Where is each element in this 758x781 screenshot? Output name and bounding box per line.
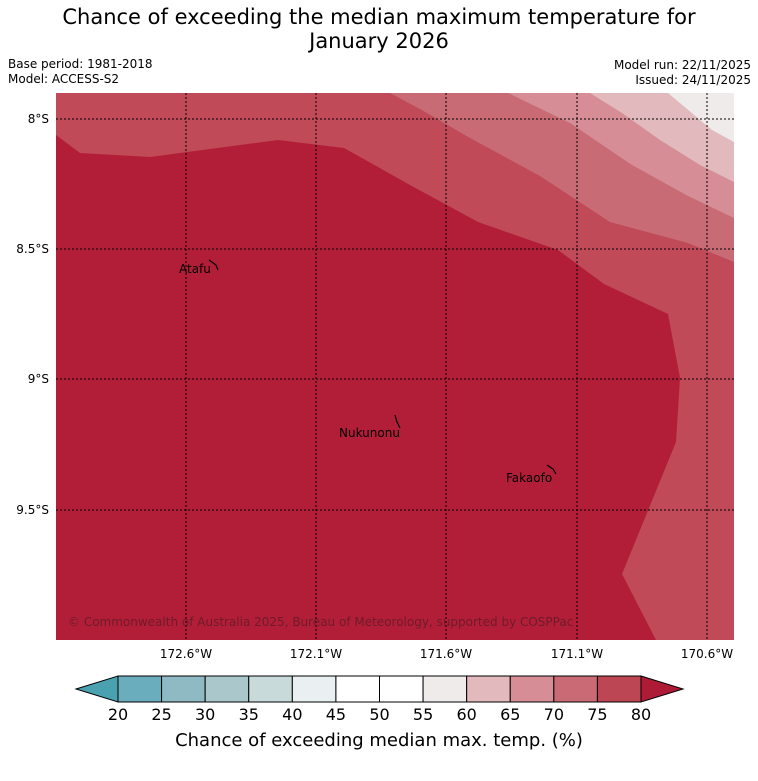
map-title: Chance of exceeding the median maximum t… (0, 5, 758, 53)
colorbar-tick-label: 35 (239, 705, 259, 724)
lat-label-8: 8°S (28, 112, 49, 126)
title-line-2: January 2026 (309, 29, 449, 53)
lon-label-171-6: 171.6°W (420, 647, 472, 661)
island-fakaofo-outline (546, 464, 557, 475)
lat-labels: 8°S 8.5°S 9°S 9.5°S (16, 112, 49, 517)
colorbar-tick-label: 50 (369, 705, 389, 724)
colorbar-tick-label: 40 (282, 705, 302, 724)
colorbar-tick-label: 25 (151, 705, 171, 724)
lon-label-172-6: 172.6°W (160, 647, 212, 661)
place-label-fakaofo: Fakaofo (506, 471, 552, 485)
colorbar-tick-label: 70 (544, 705, 564, 724)
colorbar-bin (335, 675, 380, 703)
colorbar-bin (553, 675, 598, 703)
colorbar-tick-label: 65 (500, 705, 520, 724)
title-line-1: Chance of exceeding the median maximum t… (62, 5, 696, 29)
colorbar-tick-label: 80 (631, 705, 651, 724)
colorbar-bin (204, 675, 250, 703)
contour-fill (56, 93, 734, 640)
lon-labels: 172.6°W 172.1°W 171.6°W 171.1°W 170.6°W (160, 647, 733, 661)
model-name: Model: ACCESS-S2 (8, 72, 120, 86)
issued-date: Issued: 24/11/2025 (635, 73, 751, 87)
model-info: Base period: 1981-2018 Model: ACCESS-S2 (8, 57, 153, 87)
base-period: Base period: 1981-2018 (8, 57, 153, 71)
colorbar-bin (291, 675, 337, 703)
band-75-80 (56, 93, 734, 640)
colorbar-tick-label: 60 (456, 705, 476, 724)
colorbar-bin (117, 675, 163, 703)
colorbar-tick-label: 55 (413, 705, 433, 724)
colorbar-ticks: 20 25 30 35 40 45 50 55 60 65 70 75 80 (108, 705, 651, 724)
colorbar-bin (248, 675, 293, 703)
lon-label-172-1: 172.1°W (290, 647, 342, 661)
lat-label-9-5: 9.5°S (16, 503, 49, 517)
band-55-60 (668, 93, 734, 142)
island-nukunonu-outline (394, 414, 401, 429)
colorbar-bin (596, 675, 642, 703)
place-label-nukunonu: Nukunonu (339, 426, 400, 440)
colorbar-bin (161, 675, 206, 703)
colorbar-label: Chance of exceeding median max. temp. (%… (175, 730, 583, 751)
model-run: Model run: 22/11/2025 (613, 58, 751, 72)
colorbar-bin (379, 675, 424, 703)
colorbar-tick-label: 20 (108, 705, 128, 724)
lon-label-171-1: 171.1°W (551, 647, 603, 661)
colorbar-under-arrow (74, 675, 119, 703)
place-label-atafu: Atafu (179, 262, 211, 276)
run-info: Model run: 22/11/2025 Issued: 24/11/2025 (614, 58, 751, 88)
island-atafu-outline (208, 259, 219, 271)
lat-label-9: 9°S (28, 372, 49, 386)
colorbar-tick-label: 75 (587, 705, 607, 724)
lon-label-170-6: 170.6°W (681, 647, 733, 661)
colorbar-over-arrow (640, 675, 685, 703)
colorbar-bins (117, 675, 642, 703)
colorbar-bin (466, 675, 511, 703)
colorbar-tick-label: 30 (195, 705, 215, 724)
islands (208, 259, 557, 475)
graticule (56, 93, 734, 640)
lat-label-8-5: 8.5°S (16, 242, 49, 256)
copyright-notice: © Commonwealth of Australia 2025, Bureau… (68, 615, 573, 629)
colorbar-tick-label: 45 (326, 705, 346, 724)
colorbar-bin (509, 675, 555, 703)
colorbar: 20 25 30 35 40 45 50 55 60 65 70 75 80 (74, 675, 685, 724)
colorbar-bin (422, 675, 468, 703)
place-labels: Atafu Nukunonu Fakaofo (179, 262, 552, 485)
